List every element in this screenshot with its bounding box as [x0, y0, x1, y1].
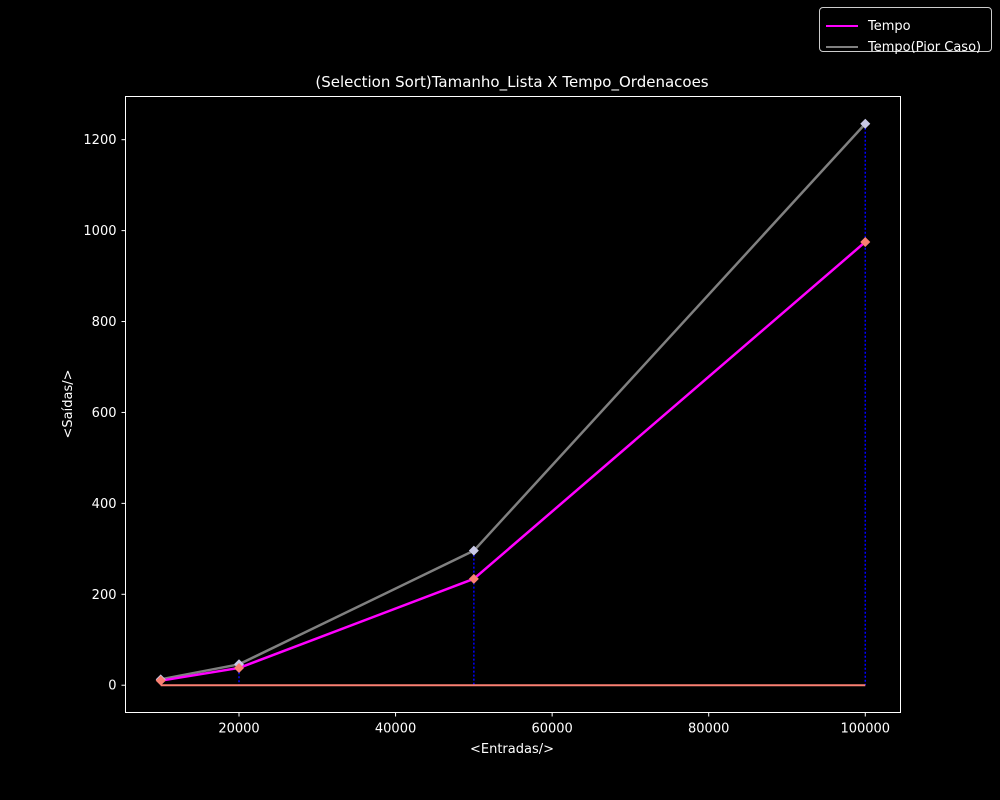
data-point-marker — [860, 118, 871, 129]
x-tick-label: 60000 — [531, 722, 572, 737]
chart-title: (Selection Sort)Tamanho_Lista X Tempo_Or… — [315, 73, 708, 92]
data-point-marker — [234, 662, 245, 673]
legend-swatch-tempo — [826, 25, 858, 27]
legend-item-tempo: Tempo — [826, 16, 911, 36]
x-tick-label: 80000 — [688, 722, 729, 737]
legend-item-pior-caso: Tempo(Pior Caso) — [826, 37, 981, 57]
x-axis-label: <Entradas/> — [470, 742, 554, 757]
series-line-tempo — [160, 241, 867, 682]
y-tick-label: 400 — [92, 497, 117, 512]
y-tick-label: 1000 — [83, 224, 116, 239]
series-line-pior-caso — [160, 122, 867, 681]
legend-label-tempo: Tempo — [868, 18, 911, 34]
y-tick-label: 600 — [92, 406, 117, 421]
legend-swatch-pior-caso — [826, 46, 858, 48]
y-axis-label: <Saídas/> — [61, 370, 76, 439]
legend-label-pior-caso: Tempo(Pior Caso) — [868, 39, 982, 55]
data-point-marker — [155, 675, 166, 686]
y-tick-label: 200 — [92, 588, 117, 603]
y-tick-label: 1200 — [83, 133, 116, 148]
plot-area — [155, 118, 871, 687]
x-tick-label: 40000 — [375, 722, 416, 737]
plot-frame — [125, 96, 901, 713]
x-axis: 20000 40000 60000 80000 100000 — [218, 712, 890, 737]
y-tick-label: 0 — [108, 679, 116, 694]
x-tick-label: 100000 — [840, 722, 890, 737]
y-tick-label: 800 — [92, 315, 117, 330]
x-tick-label: 20000 — [218, 722, 259, 737]
y-axis: 0 200 400 600 800 1000 1200 — [83, 133, 126, 694]
data-point-marker — [468, 545, 479, 556]
data-point-marker — [468, 573, 479, 584]
legend: Tempo Tempo(Pior Caso) — [819, 7, 992, 55]
data-point-marker — [860, 236, 871, 247]
